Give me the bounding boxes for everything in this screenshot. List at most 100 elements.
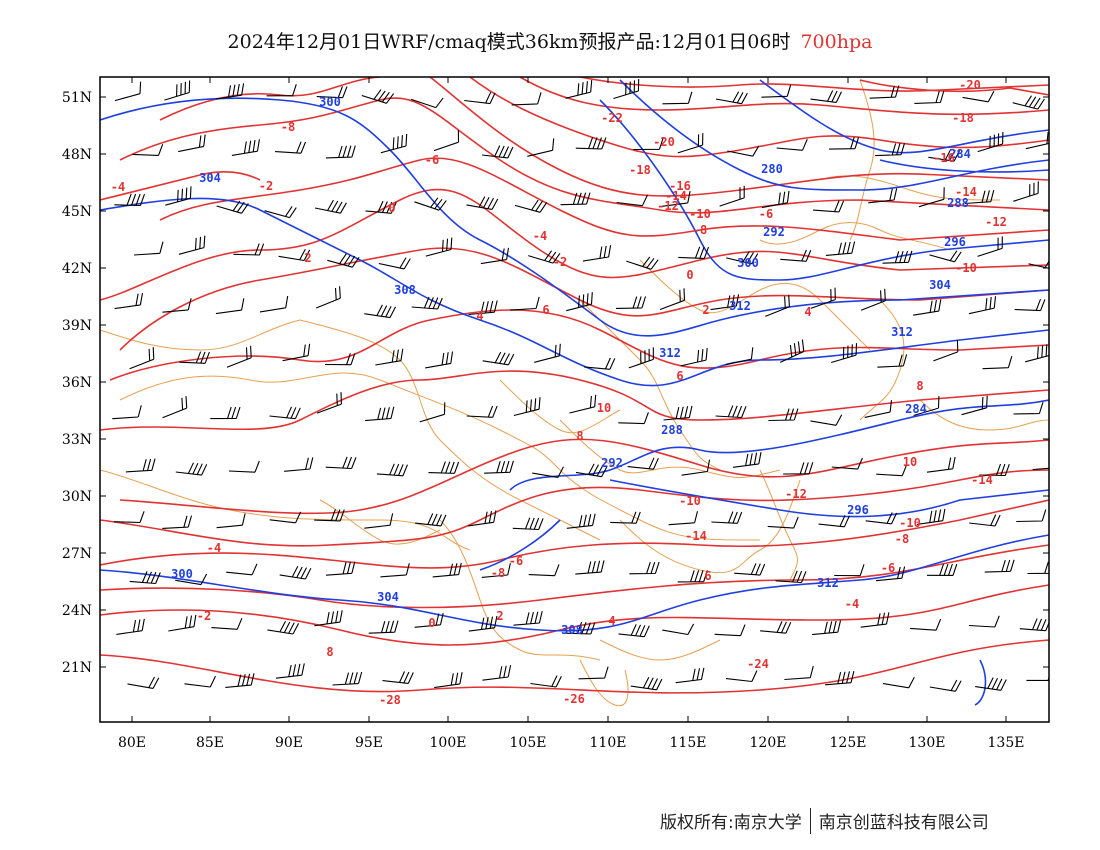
temperature-contour-label: -6: [509, 554, 523, 568]
wind-barb: [675, 667, 705, 684]
wind-barb: [433, 130, 460, 152]
wind-barb: [482, 665, 512, 681]
wind-barb: [510, 296, 540, 311]
temperature-contour: [579, 77, 1049, 92]
temperature-contour: [100, 584, 1049, 646]
wind-barb: [831, 343, 858, 364]
temperature-contour-label: 2: [304, 251, 311, 265]
lat-label: 39N: [62, 318, 92, 334]
wind-barb: [566, 292, 593, 312]
wind-barb: [982, 356, 1013, 370]
temperature-contour-label: 0: [428, 616, 435, 630]
admin-border: [619, 479, 801, 574]
wind-barb: [162, 396, 188, 419]
temperature-contour-label: -22: [601, 111, 623, 125]
height-contour-label: 288: [661, 423, 683, 437]
wind-barb: [734, 563, 766, 576]
wind-barb: [162, 515, 193, 529]
wind-barb: [810, 414, 843, 426]
copyright-owner: 版权所有:南京大学: [660, 813, 802, 833]
wind-barb: [578, 666, 609, 680]
height-contour-label: 312: [891, 325, 913, 339]
wind-barb: [977, 131, 1004, 153]
wind-barb: [215, 298, 245, 315]
wind-barb: [324, 353, 356, 366]
wind-barb: [216, 200, 249, 214]
temperature-contour-label: -10: [689, 207, 711, 221]
wind-barb: [527, 138, 555, 157]
height-contour: [100, 197, 1049, 387]
wind-barb: [375, 348, 404, 366]
wind-barb: [211, 617, 243, 630]
wind-barb: [662, 91, 693, 105]
wind-barb: [226, 345, 252, 368]
wind-barb: [984, 559, 1015, 573]
wind-barb: [415, 513, 447, 527]
temperature-contour-label: 10: [903, 455, 917, 469]
wind-barb: [432, 562, 462, 578]
height-contour: [619, 79, 1049, 191]
wind-barb: [761, 190, 790, 209]
wind-barb: [364, 513, 394, 529]
temperature-contour-label: -12: [785, 487, 807, 501]
wind-barb: [364, 304, 396, 319]
wind-barb: [411, 296, 443, 310]
lon-label: 120E: [750, 735, 787, 751]
wind-barb: [275, 663, 305, 679]
temperature-contour-label: 8: [326, 645, 333, 659]
wind-barb: [428, 461, 460, 474]
wind-barb: [633, 137, 664, 151]
wind-barb: [868, 188, 898, 204]
temperature-contour-label: -2: [197, 609, 211, 623]
lon-label: 85E: [196, 735, 224, 751]
wind-barb: [178, 235, 206, 255]
temperature-contour-label: -10: [679, 494, 701, 508]
height-contour-label: 280: [761, 162, 783, 176]
temperature-contour-label: -16: [933, 151, 955, 165]
wind-barb: [380, 563, 410, 578]
wind-barb: [560, 192, 591, 206]
lon-label: 110E: [590, 735, 627, 751]
lat-label: 30N: [62, 489, 92, 505]
lat-label: 33N: [62, 432, 92, 448]
wind-barb: [266, 84, 297, 97]
height-contour-label: 300: [171, 567, 193, 581]
wind-barb: [514, 199, 548, 213]
lat-label: 27N: [62, 546, 92, 562]
wind-barb: [714, 624, 746, 637]
wind-barb: [629, 561, 660, 575]
copyright-footer: 版权所有:南京大学 南京创蓝科技有限公司: [660, 808, 989, 836]
wind-barb: [314, 509, 345, 522]
wind-barb: [528, 564, 560, 577]
wind-barb: [969, 514, 1001, 527]
wind-barb: [626, 256, 659, 270]
height-contour-label: 312: [659, 346, 681, 360]
wind-barb: [411, 97, 444, 109]
wind-barb: [875, 143, 906, 157]
wind-barb: [725, 347, 754, 366]
wind-barb: [175, 462, 208, 476]
height-contour-label: 300: [737, 256, 759, 270]
temperature-contour-label: -28: [379, 693, 401, 707]
wind-barb: [467, 510, 497, 527]
temperature-contour-label: 4: [608, 614, 615, 628]
wind-barb: [466, 196, 499, 210]
wind-barb: [616, 194, 648, 207]
wind-barb: [726, 670, 758, 683]
wind-barb: [732, 451, 762, 468]
height-contour-label: 312: [729, 299, 751, 313]
lat-label: 42N: [62, 261, 92, 277]
wind-barb: [864, 400, 893, 418]
wind-barb: [259, 295, 289, 313]
wind-barb: [1025, 344, 1049, 363]
admin-border: [559, 419, 781, 478]
temperature-contour-label: 6: [704, 569, 711, 583]
wind-barbs-layer: [112, 78, 1049, 692]
temperature-contour: [519, 77, 1049, 116]
wind-barb: [828, 137, 860, 150]
temperature-contour-label: -14: [971, 473, 993, 487]
wind-barb: [425, 237, 453, 257]
wind-barb: [162, 298, 192, 313]
wind-barb: [113, 511, 145, 524]
